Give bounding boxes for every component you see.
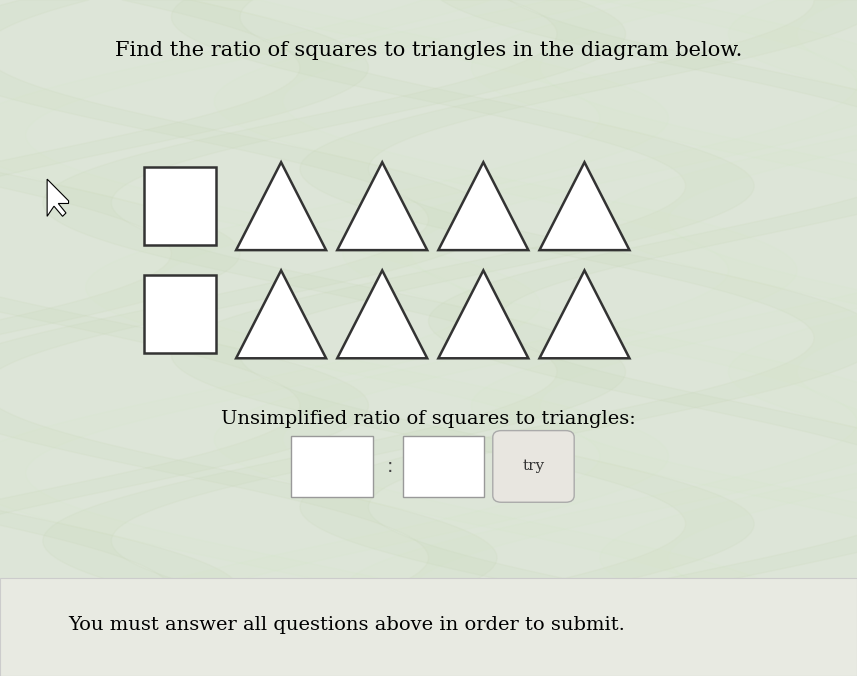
Polygon shape xyxy=(143,168,216,245)
FancyBboxPatch shape xyxy=(403,436,484,497)
Text: Unsimplified ratio of squares to triangles:: Unsimplified ratio of squares to triangl… xyxy=(221,410,636,428)
Text: try: try xyxy=(523,460,544,473)
Polygon shape xyxy=(438,162,528,250)
Polygon shape xyxy=(540,162,629,250)
Polygon shape xyxy=(236,270,326,358)
Polygon shape xyxy=(337,270,427,358)
FancyBboxPatch shape xyxy=(0,578,857,676)
Text: Find the ratio of squares to triangles in the diagram below.: Find the ratio of squares to triangles i… xyxy=(115,41,742,60)
FancyBboxPatch shape xyxy=(291,436,373,497)
Polygon shape xyxy=(540,270,629,358)
Polygon shape xyxy=(143,276,216,353)
Text: :: : xyxy=(387,457,393,476)
FancyBboxPatch shape xyxy=(493,431,574,502)
Polygon shape xyxy=(47,179,69,216)
Polygon shape xyxy=(236,162,326,250)
Text: You must answer all questions above in order to submit.: You must answer all questions above in o… xyxy=(69,616,626,633)
Polygon shape xyxy=(438,270,528,358)
Polygon shape xyxy=(337,162,427,250)
